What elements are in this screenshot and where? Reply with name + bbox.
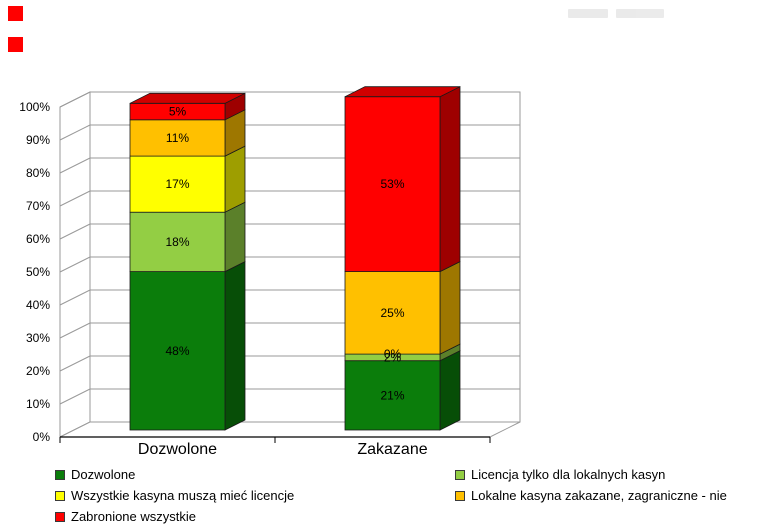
bar-segment [344, 96, 441, 272]
category-label: Dozwolone [138, 441, 217, 458]
gridline-left-wall [59, 124, 91, 141]
y-axis-label: 30% [26, 331, 50, 345]
legend-item: Licencja tylko dla lokalnych kasyn [455, 466, 727, 483]
gridline-left-wall [59, 157, 91, 174]
bar-segment [129, 155, 226, 213]
gridline-left-wall [59, 322, 91, 339]
legend-column: Licencja tylko dla lokalnych kasyn Lokaln… [455, 466, 727, 525]
legend-label: Dozwolone [71, 467, 136, 482]
bar-segment [129, 211, 226, 272]
legend-item: Zabronione wszystkie [55, 508, 455, 525]
bar-segment-side [439, 86, 461, 273]
data-label: 48% [165, 344, 189, 358]
gridline-left-wall [59, 190, 91, 207]
stacked-bar-chart: 0% 10% 20% 30% 40% 50% 60% 70% 80% 90% 100% 48% 18% 1… [19, 86, 521, 458]
data-label: 18% [165, 235, 189, 249]
gridline-left-wall [59, 388, 91, 405]
bar-segment [129, 119, 226, 157]
category-label: Zakazane [357, 441, 427, 458]
gridline-left-wall [59, 223, 91, 240]
y-axis-label: 60% [26, 232, 50, 246]
red-square-marker-bottom [8, 37, 23, 52]
gridline-left-wall [59, 256, 91, 273]
legend-item: Wszystkie kasyna muszą mieć licencje [55, 487, 455, 504]
bar-top-face [344, 86, 461, 98]
y-axis-label: 100% [19, 100, 50, 114]
y-axis-label: 70% [26, 199, 50, 213]
legend-column: Dozwolone Wszystkie kasyna muszą mieć lic… [55, 466, 455, 525]
data-label: 21% [380, 388, 404, 402]
legend-item: Lokalne kasyna zakazane, zagraniczne - n… [455, 487, 727, 504]
legend-swatch [55, 490, 65, 501]
legend-swatch [55, 469, 65, 480]
faint-watermark [568, 9, 664, 18]
legend-swatch [455, 469, 465, 480]
bar-segment-side [224, 145, 246, 213]
y-axis-label: 40% [26, 298, 50, 312]
data-label: 11% [166, 131, 189, 145]
data-label: 17% [165, 177, 189, 191]
gridline-left-wall [59, 289, 91, 306]
y-axis-label: 10% [26, 397, 50, 411]
bar-segment-side [439, 260, 461, 355]
legend-label: Wszystkie kasyna muszą mieć licencje [71, 488, 295, 503]
legend-swatch [55, 511, 65, 522]
y-axis-label: 50% [26, 265, 50, 279]
bar-segment-side [439, 350, 461, 431]
data-label: 2% [384, 350, 402, 364]
gridline-left-wall [59, 91, 91, 108]
y-axis-label: 80% [26, 166, 50, 180]
legend-label: Zabronione wszystkie [71, 509, 196, 524]
legend-label: Licencja tylko dla lokalnych kasyn [471, 467, 666, 482]
legend-label: Lokalne kasyna zakazane, zagraniczne - n… [471, 488, 727, 503]
watermark-smudge [616, 9, 664, 18]
data-label: 25% [380, 306, 404, 320]
watermark-smudge [568, 9, 608, 18]
legend-swatch [455, 490, 465, 501]
y-axis-label: 0% [33, 430, 51, 444]
bar-segment [344, 360, 441, 431]
legend-item: Dozwolone [55, 466, 455, 483]
bar-top-face [129, 92, 246, 104]
gridline-left-wall [59, 355, 91, 372]
bar-segment [129, 271, 226, 431]
bar-segment-side [224, 260, 246, 431]
data-label: 5% [169, 105, 187, 119]
data-label: 53% [380, 177, 404, 191]
chart-legend: Dozwolone Wszystkie kasyna muszą mieć lic… [55, 466, 727, 525]
y-axis-label: 90% [26, 133, 50, 147]
y-axis-label: 20% [26, 364, 50, 378]
bar-segment-side [224, 201, 246, 273]
red-square-marker-top [8, 6, 23, 21]
data-label: 0% [384, 347, 402, 361]
